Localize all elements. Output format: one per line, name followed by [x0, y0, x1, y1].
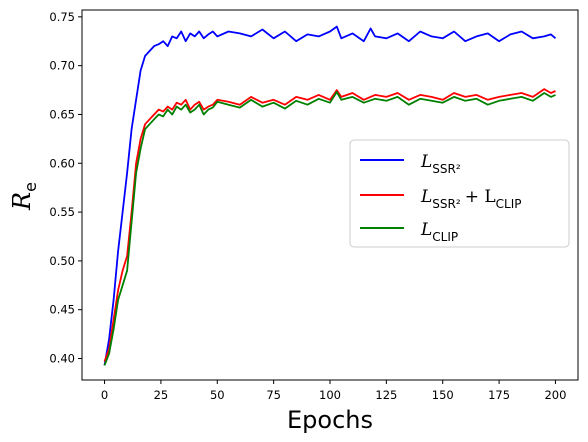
series-line-0	[103, 25, 557, 366]
y-tick-label: 0.65	[49, 107, 75, 121]
x-axis-label: Epochs	[287, 406, 373, 434]
legend-entry-ssr2: LSSR²	[420, 152, 461, 176]
x-tick-label: 150	[432, 388, 454, 402]
legend-box	[349, 139, 570, 248]
y-tick-label: 0.55	[49, 205, 75, 219]
y-tick-label: 0.75	[49, 10, 75, 24]
x-tick-label: 200	[544, 388, 566, 402]
y-tick-label: 0.50	[49, 254, 75, 268]
y-tick-label: 0.60	[49, 156, 75, 170]
x-tick-label: 100	[319, 388, 341, 402]
series-line-1	[103, 88, 556, 362]
y-axis-ticks: 0.40 0.45 0.50 0.55 0.60 0.65 0.70 0.75	[49, 10, 82, 366]
x-tick-label: 50	[210, 388, 225, 402]
x-tick-label: 175	[488, 388, 510, 402]
series-layer	[103, 25, 557, 366]
x-axis-ticks: 0 25 50 75 100 125 150 175 200	[101, 380, 566, 402]
y-tick-label: 0.40	[49, 352, 75, 366]
x-tick-label: 75	[266, 388, 281, 402]
y-tick-label: 0.45	[49, 303, 75, 317]
series-line-2	[103, 91, 556, 366]
legend-entry-ssr2-clip: LSSR² + LCLIP	[420, 187, 521, 211]
x-tick-label: 0	[101, 388, 108, 402]
y-tick-label: 0.70	[49, 59, 75, 73]
legend-entry-clip: LCLIP	[420, 220, 458, 244]
y-axis-label: Re	[8, 182, 40, 211]
x-tick-label: 125	[375, 388, 397, 402]
legend: LSSR² LSSR² + LCLIP LCLIP	[349, 139, 570, 248]
x-tick-label: 25	[154, 388, 169, 402]
